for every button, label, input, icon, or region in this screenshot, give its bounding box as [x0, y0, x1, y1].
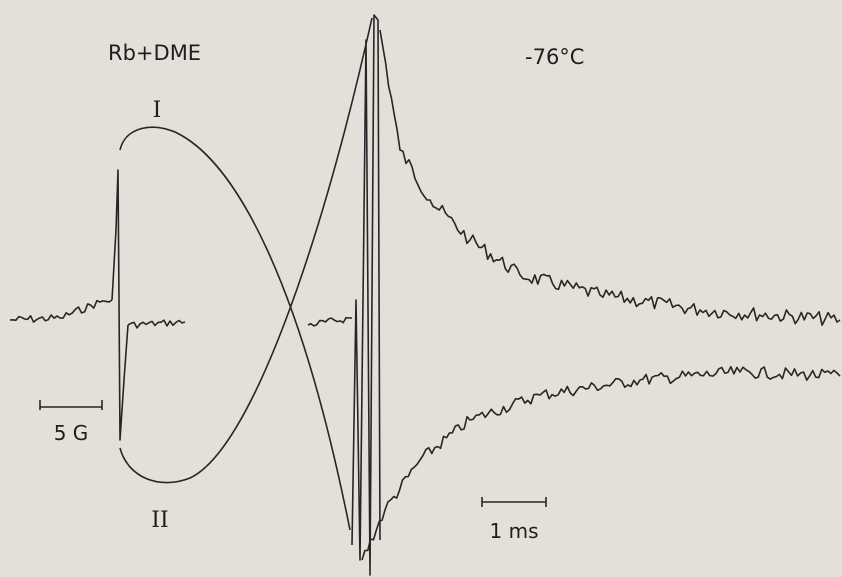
- field-scale-bar: [39, 400, 103, 410]
- trace-label-lower: II: [151, 508, 168, 533]
- esr-left-baseline: [9, 299, 113, 323]
- loop-lower: [119, 17, 373, 484]
- esr-left-tail: [127, 319, 186, 329]
- trace-label-upper: I: [153, 98, 162, 123]
- loop-upper: [119, 126, 351, 531]
- esr-derivative: [111, 169, 129, 441]
- time-scale-label: 1 ms: [490, 519, 539, 543]
- middle-baseline: [307, 316, 352, 327]
- field-scale-label: 5 G: [54, 421, 89, 445]
- time-scale-bar: [481, 497, 547, 507]
- temperature-label: -76°C: [525, 45, 584, 69]
- traces: [9, 29, 841, 561]
- decay-lower: [361, 366, 841, 561]
- sample-label: Rb+DME: [108, 41, 201, 65]
- central-signal: [351, 14, 381, 576]
- decay-upper: [379, 29, 841, 326]
